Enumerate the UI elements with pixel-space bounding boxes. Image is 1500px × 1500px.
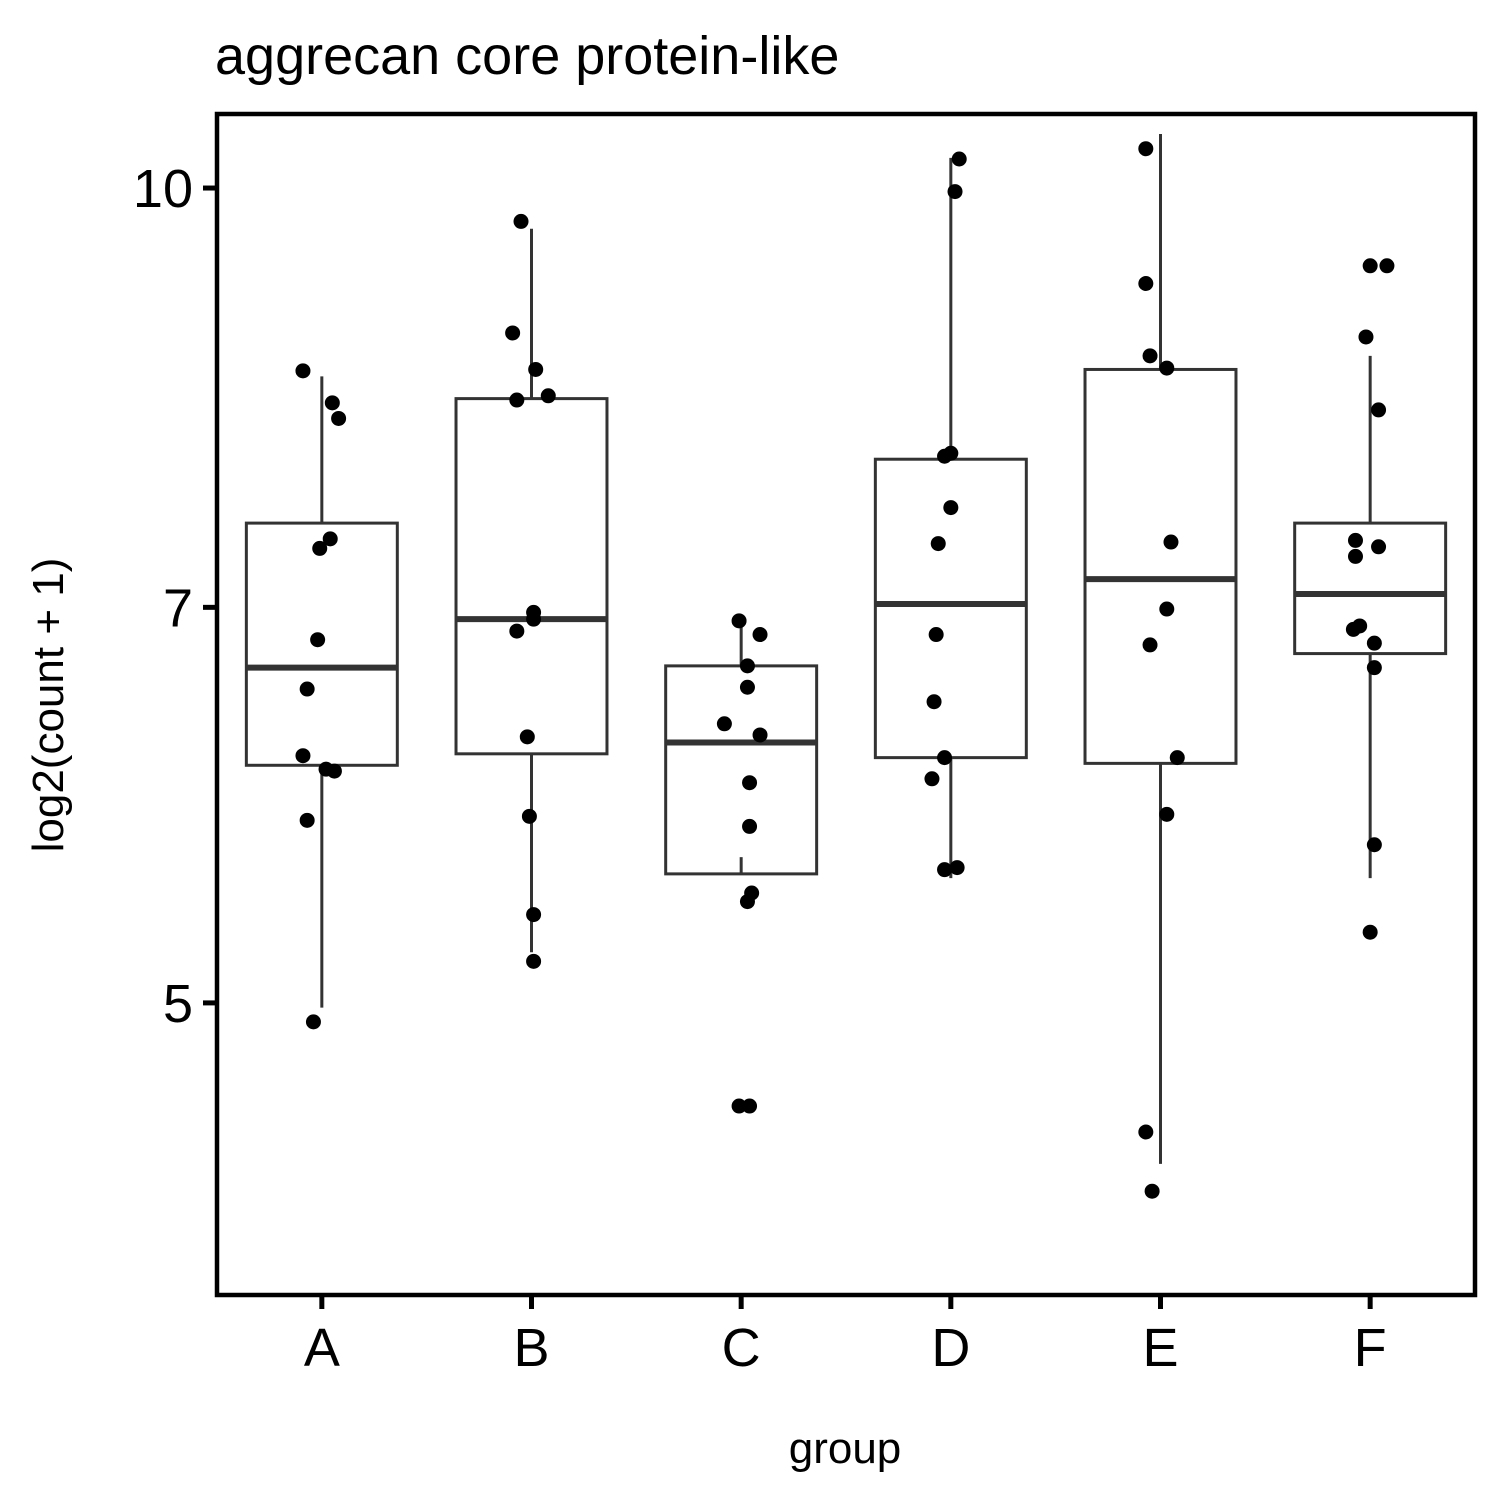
- data-point-b-16: [509, 392, 525, 408]
- data-point-f-59: [1362, 258, 1378, 274]
- data-point-d-44: [937, 750, 953, 766]
- data-point-f-67: [1352, 618, 1368, 634]
- data-point-a-9: [326, 763, 342, 779]
- data-point-f-68: [1366, 635, 1382, 651]
- plot-area: [244, 134, 1448, 1199]
- data-point-b-23: [526, 953, 542, 969]
- data-point-b-12: [513, 213, 529, 229]
- data-point-e-58: [1144, 1183, 1160, 1199]
- box-c: [664, 664, 819, 876]
- data-point-d-43: [926, 694, 942, 710]
- data-point-a-7: [295, 748, 311, 764]
- data-point-f-63: [1347, 532, 1363, 548]
- x-tick-label-e: E: [1142, 1318, 1178, 1378]
- y-tick-label-5: 5: [163, 974, 193, 1034]
- data-point-d-41: [930, 536, 946, 552]
- data-point-f-60: [1379, 258, 1395, 274]
- data-point-e-51: [1159, 360, 1175, 376]
- data-point-d-36: [951, 151, 967, 167]
- box-f: [1293, 521, 1448, 656]
- data-point-e-48: [1138, 141, 1154, 157]
- data-point-b-15: [540, 388, 556, 404]
- data-point-b-20: [519, 729, 535, 745]
- data-point-e-49: [1138, 276, 1154, 292]
- data-point-a-1: [324, 395, 340, 411]
- x-axis-title: group: [789, 1424, 902, 1473]
- data-point-d-42: [928, 627, 944, 643]
- x-tick-label-b: B: [513, 1318, 549, 1378]
- data-point-d-47: [949, 860, 965, 876]
- x-tick-label-f: F: [1354, 1318, 1387, 1378]
- axes: 5 7 10 A B C D E F: [133, 159, 1387, 1378]
- plot-frame: [214, 111, 1478, 1298]
- data-point-c-33: [739, 894, 755, 910]
- x-tick-label-d: D: [931, 1318, 970, 1378]
- data-point-a-6: [299, 681, 315, 697]
- data-point-a-5: [310, 632, 326, 648]
- data-point-f-69: [1366, 660, 1382, 676]
- data-point-b-21: [521, 808, 537, 824]
- data-point-f-70: [1366, 837, 1382, 853]
- data-point-c-26: [739, 658, 755, 674]
- data-point-f-65: [1347, 548, 1363, 564]
- data-point-a-0: [295, 363, 311, 379]
- data-point-b-13: [505, 325, 521, 341]
- box-e: [1083, 367, 1238, 765]
- data-point-c-24: [731, 613, 747, 629]
- data-point-d-46: [937, 862, 953, 878]
- data-point-c-27: [739, 679, 755, 695]
- data-point-a-2: [331, 410, 347, 426]
- box-b: [454, 397, 609, 756]
- x-tick-label-a: A: [304, 1318, 340, 1378]
- data-point-f-71: [1362, 924, 1378, 940]
- y-axis-title: log2(count + 1): [24, 558, 73, 853]
- data-point-c-35: [742, 1098, 758, 1114]
- data-point-c-29: [752, 727, 768, 743]
- data-point-e-54: [1142, 637, 1158, 653]
- data-point-b-22: [526, 907, 542, 923]
- data-point-d-39: [937, 448, 953, 464]
- y-tick-label-10: 10: [133, 159, 193, 219]
- data-point-e-53: [1159, 601, 1175, 617]
- data-point-b-18: [526, 611, 542, 627]
- data-point-e-56: [1159, 806, 1175, 822]
- data-point-d-45: [924, 771, 940, 787]
- data-point-c-34: [731, 1098, 747, 1114]
- data-point-d-40: [943, 500, 959, 516]
- x-tick-label-c: C: [722, 1318, 761, 1378]
- chart-title: aggrecan core protein-like: [215, 26, 839, 86]
- data-point-c-30: [742, 775, 758, 791]
- data-point-f-62: [1371, 402, 1387, 418]
- data-point-e-52: [1163, 534, 1179, 550]
- data-point-a-4: [312, 540, 328, 556]
- data-point-b-19: [509, 623, 525, 639]
- data-point-a-11: [305, 1014, 321, 1030]
- data-point-e-55: [1169, 750, 1185, 766]
- data-point-f-61: [1358, 329, 1374, 345]
- data-point-c-28: [716, 716, 732, 732]
- data-point-d-37: [947, 184, 963, 200]
- data-point-e-50: [1142, 348, 1158, 364]
- data-point-e-57: [1138, 1124, 1154, 1140]
- data-point-a-3: [322, 531, 338, 547]
- y-tick-label-7: 7: [163, 578, 193, 638]
- data-point-c-25: [752, 627, 768, 643]
- data-point-f-64: [1371, 539, 1387, 555]
- data-point-b-14: [528, 361, 544, 377]
- data-point-a-10: [299, 812, 315, 828]
- data-point-c-31: [742, 818, 758, 834]
